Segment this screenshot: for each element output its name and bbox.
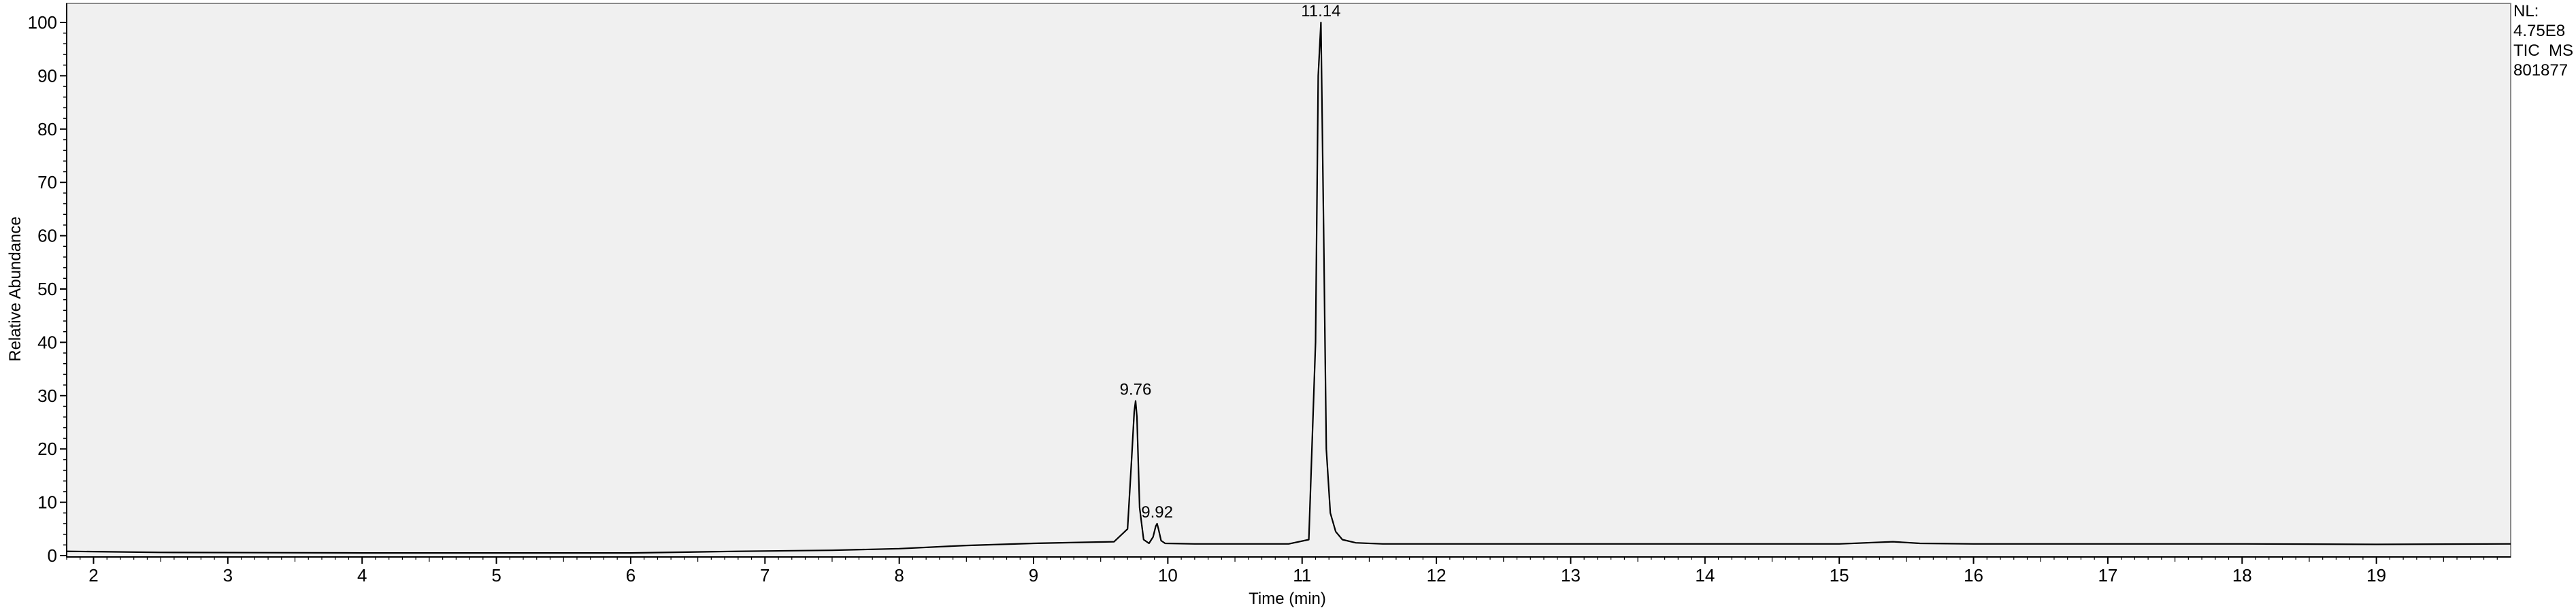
x-tick-label: 9 bbox=[1029, 565, 1038, 586]
x-axis-title: Time (min) bbox=[1249, 590, 1326, 608]
y-tick-label: 80 bbox=[37, 119, 57, 139]
y-tick-label: 30 bbox=[37, 386, 57, 406]
y-tick-label: 100 bbox=[28, 12, 57, 33]
x-tick-label: 5 bbox=[491, 565, 501, 586]
x-tick-label: 7 bbox=[760, 565, 770, 586]
tic-trace-line bbox=[66, 21, 2511, 554]
y-tick-label: 20 bbox=[37, 439, 57, 459]
x-tick-label: 10 bbox=[1158, 565, 1178, 586]
y-tick-label: 0 bbox=[48, 545, 57, 566]
x-tick-label: 11 bbox=[1293, 565, 1311, 586]
scan-id: 801877 bbox=[2513, 61, 2569, 80]
nl-value: 4.75E8 bbox=[2513, 22, 2566, 40]
y-axis: 0 10 20 30 40 50 60 70 80 90 100 bbox=[28, 3, 67, 566]
scan-type: TIC MS bbox=[2513, 41, 2573, 60]
x-tick-label: 14 bbox=[1695, 565, 1715, 586]
x-tick-label: 13 bbox=[1561, 565, 1581, 586]
peak-label: 9.76 bbox=[1120, 381, 1152, 399]
y-axis-title: Relative Abundance bbox=[6, 216, 24, 362]
y-tick-label: 50 bbox=[37, 279, 57, 299]
peak-label: 9.92 bbox=[1141, 503, 1173, 522]
x-tick-label: 4 bbox=[357, 565, 367, 586]
x-tick-label: 8 bbox=[894, 565, 904, 586]
x-tick-label: 12 bbox=[1427, 565, 1447, 586]
peak-annotations: 9.76 9.92 11.14 bbox=[1120, 2, 1341, 522]
y-tick-label: 70 bbox=[37, 172, 57, 192]
peak-label: 11.14 bbox=[1301, 2, 1340, 20]
x-tick-label: 6 bbox=[626, 565, 635, 586]
x-tick-label: 19 bbox=[2366, 565, 2386, 586]
y-tick-label: 40 bbox=[37, 332, 57, 352]
x-tick-label: 17 bbox=[2098, 565, 2117, 586]
x-tick-label: 15 bbox=[1830, 565, 1849, 586]
x-axis: 2 3 4 5 6 7 8 9 10 11 12 13 14 15 16 17 18 19 bbox=[66, 556, 2511, 586]
y-tick-label: 90 bbox=[37, 65, 57, 86]
x-tick-label: 18 bbox=[2232, 565, 2252, 586]
y-tick-label: 60 bbox=[37, 226, 57, 246]
scan-info-panel: NL: 4.75E8 TIC MS 801877 bbox=[2513, 1, 2573, 80]
x-tick-label: 2 bbox=[88, 565, 98, 586]
y-tick-label: 10 bbox=[37, 492, 57, 513]
x-tick-label: 16 bbox=[1964, 565, 1983, 586]
x-tick-label: 3 bbox=[223, 565, 233, 586]
plot-area bbox=[66, 3, 2511, 558]
nl-label: NL: bbox=[2513, 2, 2539, 20]
